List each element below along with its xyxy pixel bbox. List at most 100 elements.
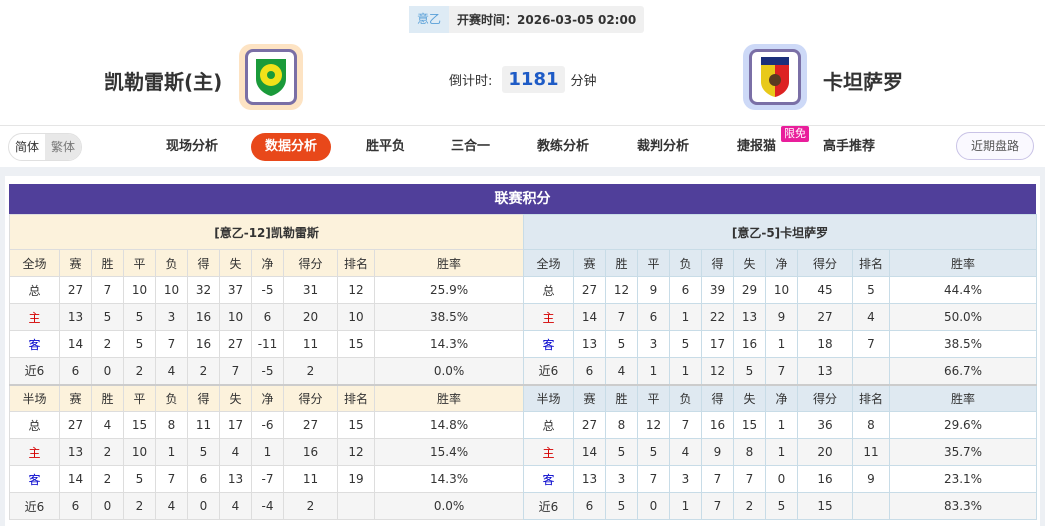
- cell: 5: [669, 330, 702, 358]
- cell: 4: [852, 303, 890, 331]
- cell: 27: [573, 276, 606, 304]
- home-team-logo[interactable]: [239, 44, 303, 110]
- cell: 13: [573, 465, 606, 493]
- away-team-logo[interactable]: [743, 44, 807, 110]
- countdown: 倒计时: 1181 分钟: [449, 66, 597, 93]
- cell: 0: [187, 492, 220, 520]
- countdown-value: 1181: [502, 66, 565, 93]
- cell: 19: [337, 465, 375, 493]
- cell: 11: [283, 330, 338, 358]
- cell: 5: [852, 276, 890, 304]
- team-rank-header[interactable]: [意乙-5]卡坦萨罗: [522, 214, 1038, 250]
- column-header: 得分: [283, 383, 338, 412]
- section-label: 半场: [523, 383, 574, 412]
- table-row: 主 14 5 5 4 9 8 1 20 11 35.7%: [523, 438, 1038, 466]
- tab-2[interactable]: 胜平负: [366, 139, 406, 154]
- tab-1[interactable]: 数据分析: [251, 133, 332, 161]
- recent-handicap-button[interactable]: 近期盘路: [956, 132, 1035, 160]
- cell: 6: [187, 465, 220, 493]
- cell: 1: [251, 438, 284, 466]
- cell: 7: [733, 465, 766, 493]
- cell: 14.8%: [373, 411, 525, 439]
- cell: 7: [701, 492, 734, 520]
- cell: 15: [123, 411, 156, 439]
- cell: 38.5%: [888, 330, 1038, 358]
- tab-6[interactable]: 捷报猫: [737, 139, 777, 154]
- cell: 7: [219, 357, 252, 385]
- cell: 9: [765, 303, 798, 331]
- language-toggle: 简体 繁体: [8, 133, 83, 161]
- cell: 6: [637, 303, 670, 331]
- cell: 8: [852, 411, 890, 439]
- cell: 1: [155, 438, 188, 466]
- cell: 5: [733, 357, 766, 385]
- column-header: 排名: [337, 249, 375, 277]
- cell: -5: [251, 276, 284, 304]
- column-header: 得分: [797, 383, 853, 412]
- cell: 2: [283, 357, 338, 385]
- cell: 4: [669, 438, 702, 466]
- table-row: 客 14 2 5 7 16 27 -11 11 15 14.3%: [9, 330, 525, 358]
- tab-5[interactable]: 裁判分析: [637, 139, 690, 154]
- column-header: 负: [155, 383, 188, 412]
- team-rank-header[interactable]: [意乙-12]凯勒雷斯: [8, 214, 525, 250]
- cell: 14: [59, 330, 92, 358]
- cell: 12: [637, 411, 670, 439]
- column-header: 胜率: [888, 249, 1038, 277]
- cell: -7: [251, 465, 284, 493]
- match-info: 意乙 开赛时间：2026-03-05 02:00: [409, 6, 645, 33]
- league-label[interactable]: 意乙: [409, 6, 450, 33]
- cell: 2: [91, 438, 124, 466]
- cell: 15: [337, 411, 375, 439]
- cell: 8: [733, 438, 766, 466]
- cell: -5: [251, 357, 284, 385]
- cell: 7: [637, 465, 670, 493]
- cell: 17: [219, 411, 252, 439]
- cell: 0.0%: [373, 357, 525, 385]
- section-label: 全场: [9, 249, 60, 277]
- row-label: 主: [523, 303, 574, 331]
- cell: 5: [605, 492, 638, 520]
- column-header: 胜: [91, 383, 124, 412]
- cell: 6: [59, 357, 92, 385]
- cell: 11: [852, 438, 890, 466]
- tab-0[interactable]: 现场分析: [166, 139, 219, 154]
- cell: 11: [283, 465, 338, 493]
- cell: 13: [733, 303, 766, 331]
- tab-7[interactable]: 高手推荐: [823, 139, 876, 154]
- cell: 38.5%: [373, 303, 525, 331]
- table-row: 近6 6 0 2 4 2 7 -5 2 0.0%: [9, 357, 525, 385]
- cell: 0: [637, 492, 670, 520]
- column-header: 平: [123, 249, 156, 277]
- cell: 20: [283, 303, 338, 331]
- cell: 4: [219, 438, 252, 466]
- tab-3[interactable]: 三合一: [451, 139, 491, 154]
- row-label: 总: [9, 411, 60, 439]
- cell: 6: [59, 492, 92, 520]
- row-label: 主: [9, 438, 60, 466]
- column-header: 得: [187, 383, 220, 412]
- cell: 4: [155, 357, 188, 385]
- column-header: 失: [219, 383, 252, 412]
- nav-bar: 简体 繁体 现场分析 数据分析 胜平负 三合一 教练分析 裁判分析 捷报猫 高手推荐 限免 近…: [0, 125, 1045, 167]
- tab-4[interactable]: 教练分析: [537, 139, 590, 154]
- cell: 9: [701, 438, 734, 466]
- table-row: 总 27 7 10 10 32 37 -5 31 12 25.9%: [9, 276, 525, 304]
- standings-title: 联赛积分: [9, 184, 1036, 214]
- home-team-name[interactable]: 凯勒雷斯(主): [104, 70, 223, 94]
- column-header: 平: [637, 383, 670, 412]
- cell: 2: [283, 492, 338, 520]
- column-header: 平: [637, 249, 670, 277]
- traditional-chinese-button[interactable]: 繁体: [45, 134, 82, 160]
- cell: 27: [797, 303, 853, 331]
- cell: 10: [337, 303, 375, 331]
- column-header: 净: [251, 383, 284, 412]
- cell: 66.7%: [888, 357, 1038, 385]
- cell: [337, 357, 375, 385]
- away-team-name[interactable]: 卡坦萨罗: [823, 70, 903, 94]
- simplified-chinese-button[interactable]: 简体: [15, 140, 40, 154]
- column-header: 得: [701, 249, 734, 277]
- column-header: 赛: [573, 249, 606, 277]
- table-row: 客 14 2 5 7 6 13 -7 11 19 14.3%: [9, 465, 525, 493]
- cell: 14: [573, 303, 606, 331]
